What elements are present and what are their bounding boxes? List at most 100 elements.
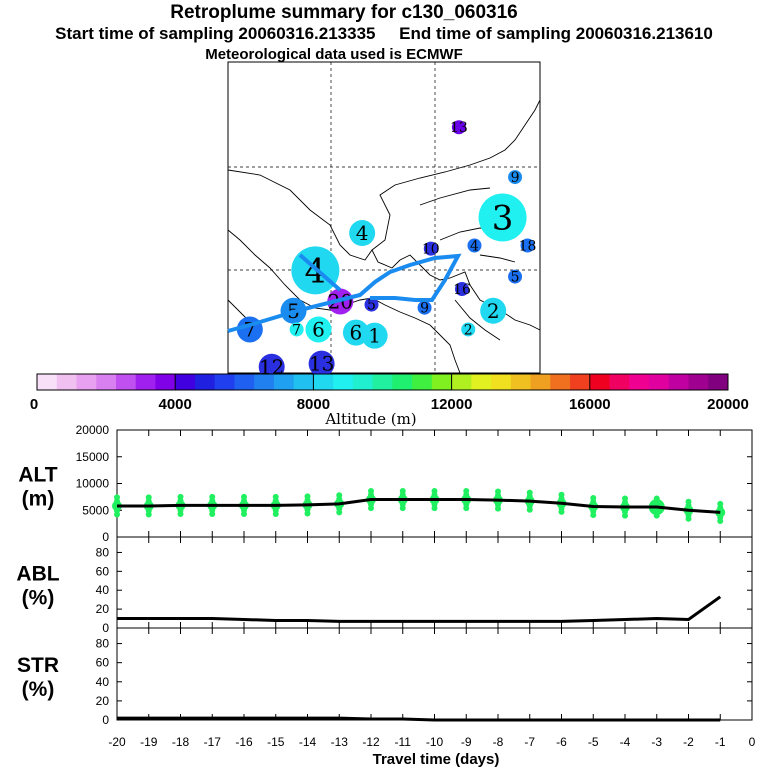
- y-axis-label-str: STR: [17, 654, 59, 677]
- colorbar-swatch: [313, 374, 334, 390]
- y-axis-label-unit-abl: (%): [22, 587, 55, 610]
- x-tick-label: -3: [651, 735, 662, 749]
- graticule: [228, 62, 540, 373]
- colorbar-swatch: [194, 374, 216, 390]
- colorbar-tick-label: 0: [30, 396, 38, 413]
- alt-point: [241, 510, 247, 517]
- colorbar-tick-label: 12000: [431, 396, 473, 413]
- alt-point: [622, 512, 628, 519]
- map-marker: [417, 300, 432, 315]
- alt-point: [463, 505, 470, 512]
- map-marker: [364, 297, 379, 312]
- series-line-abl: [117, 595, 722, 623]
- alt-point: [241, 493, 247, 500]
- alt-point: [431, 505, 438, 512]
- map-marker-label: 4: [356, 221, 369, 245]
- colorbar-swatch: [392, 374, 413, 390]
- x-tick-label: -15: [267, 735, 285, 749]
- x-tick-label: -6: [556, 735, 567, 749]
- x-tick-label: -2: [683, 735, 694, 749]
- alt-point: [463, 487, 470, 494]
- colorbar-swatch: [589, 374, 611, 390]
- alt-point: [558, 508, 565, 515]
- map-marker-label: 4: [305, 251, 327, 291]
- alt-point: [495, 505, 501, 512]
- alt-point: [717, 500, 724, 507]
- alt-point: [336, 509, 343, 516]
- x-tick-label: -8: [493, 735, 504, 749]
- x-tick-label: -10: [426, 735, 444, 749]
- alt-point: [717, 517, 724, 524]
- y-tick-label: 80: [96, 637, 110, 651]
- x-tick-label: -9: [461, 735, 472, 749]
- map-marker-label: 7: [243, 317, 256, 341]
- alt-point: [368, 505, 374, 512]
- x-tick-label: -4: [620, 735, 631, 749]
- x-tick-label: -20: [108, 735, 126, 749]
- alt-point: [685, 515, 692, 522]
- map-marker: [289, 322, 304, 337]
- y-tick-label: 10000: [76, 477, 110, 491]
- x-tick-label: -11: [395, 735, 412, 749]
- sampling-times: Start time of sampling 20060316.213335 E…: [0, 24, 768, 44]
- colorbar-swatch: [333, 374, 354, 390]
- trajectory-line: [227, 253, 462, 333]
- alt-point: [399, 487, 406, 494]
- map-marker-label: 5: [367, 297, 376, 313]
- colorbar-swatch: [293, 374, 314, 390]
- end-time-label: End time of sampling 20060316.213610: [399, 24, 713, 43]
- colorbar-swatch: [214, 374, 235, 390]
- alt-point: [272, 493, 279, 500]
- y-tick-label: 40: [96, 583, 110, 597]
- map-marker: [455, 282, 469, 297]
- y-tick-label: 20: [96, 602, 110, 616]
- colorbar-tick-label: 20000: [707, 396, 749, 413]
- colorbar: 0 4000 8000 12000 16000 20000: [30, 373, 749, 413]
- map-marker-label: 1: [368, 324, 381, 348]
- map-marker: [423, 241, 438, 256]
- map-marker: [508, 269, 523, 284]
- trajectory-branch: [298, 253, 342, 292]
- colorbar-label: Altitude (m): [324, 410, 416, 428]
- x-tick-label: -16: [235, 735, 253, 749]
- x-tick-label: -7: [524, 735, 535, 749]
- y-axis-label-abl: ABL: [16, 563, 59, 586]
- colorbar-tick-label: 8000: [297, 396, 330, 413]
- y-tick-label: 20000: [76, 423, 110, 437]
- x-tick-label: -1: [715, 735, 726, 749]
- alt-point: [368, 487, 374, 494]
- alt-point: [209, 510, 216, 517]
- alt-point: [685, 498, 692, 505]
- map-marker: [305, 316, 332, 343]
- x-tick-label: -12: [362, 735, 380, 749]
- colorbar-swatch: [352, 374, 374, 390]
- map-marker: [461, 322, 476, 337]
- colorbar-tick-label: 4000: [159, 396, 192, 413]
- map-marker-label: 2: [487, 299, 500, 323]
- colorbar-swatch: [510, 374, 532, 390]
- alt-point: [272, 510, 279, 517]
- colorbar-swatch: [491, 374, 512, 390]
- y-tick-label: 0: [102, 530, 109, 544]
- colorbar-swatch: [96, 374, 117, 390]
- panels: 05000100001500020000ALT(m)020406080ABL(%…: [16, 423, 755, 749]
- map-marker: [478, 193, 527, 242]
- map-marker: [508, 170, 523, 185]
- map-marker: [349, 220, 376, 247]
- series-line-str: [117, 716, 721, 722]
- y-tick-label: 0: [102, 713, 109, 727]
- y-axis-label-alt: ALT: [18, 464, 57, 487]
- series-line-alt: [117, 498, 721, 514]
- y-tick-label: 15000: [76, 450, 110, 464]
- alt-point: [495, 488, 501, 495]
- colorbar-swatch: [155, 374, 176, 390]
- alt-point: [114, 511, 120, 518]
- alt-point: [653, 495, 660, 502]
- colorbar-swatch: [115, 374, 137, 390]
- colorbar-swatch: [175, 374, 196, 390]
- map-marker-label: 10: [422, 242, 440, 258]
- alt-point: [558, 491, 565, 498]
- alt-point: [526, 489, 533, 496]
